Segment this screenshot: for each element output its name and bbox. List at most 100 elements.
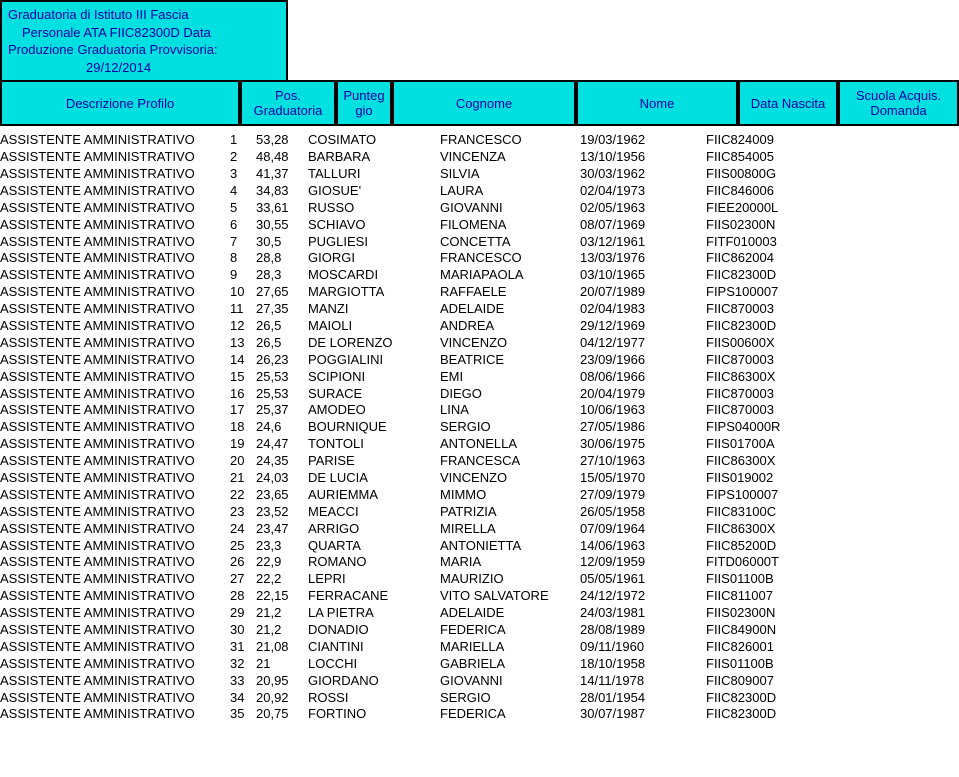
cell-punteggio: 24,35 bbox=[256, 453, 308, 470]
cell-pos: 17 bbox=[230, 402, 256, 419]
cell-punteggio: 53,28 bbox=[256, 132, 308, 149]
cell-profilo: ASSISTENTE AMMINISTRATIVO bbox=[0, 217, 230, 234]
cell-cognome: POGGIALINI bbox=[308, 352, 440, 369]
cell-nome: MARIA bbox=[440, 554, 580, 571]
cell-scuola: FIIC862004 bbox=[706, 250, 826, 267]
cell-pos: 7 bbox=[230, 234, 256, 251]
cell-cognome: TONTOLI bbox=[308, 436, 440, 453]
cell-profilo: ASSISTENTE AMMINISTRATIVO bbox=[0, 690, 230, 707]
cell-nome: GIOVANNI bbox=[440, 200, 580, 217]
table-row: ASSISTENTE AMMINISTRATIVO3021,2DONADIOFE… bbox=[0, 622, 959, 639]
cell-punteggio: 24,03 bbox=[256, 470, 308, 487]
cell-punteggio: 21,2 bbox=[256, 605, 308, 622]
cell-scuola: FIIC82300D bbox=[706, 267, 826, 284]
table-row: ASSISTENTE AMMINISTRATIVO1824,6BOURNIQUE… bbox=[0, 419, 959, 436]
cell-scuola: FIIC86300X bbox=[706, 453, 826, 470]
cell-profilo: ASSISTENTE AMMINISTRATIVO bbox=[0, 639, 230, 656]
cell-profilo: ASSISTENTE AMMINISTRATIVO bbox=[0, 234, 230, 251]
cell-profilo: ASSISTENTE AMMINISTRATIVO bbox=[0, 656, 230, 673]
cell-cognome: ROMANO bbox=[308, 554, 440, 571]
cell-punteggio: 27,35 bbox=[256, 301, 308, 318]
cell-data: 13/10/1956 bbox=[580, 149, 706, 166]
cell-pos: 15 bbox=[230, 369, 256, 386]
cell-nome: FRANCESCO bbox=[440, 250, 580, 267]
cell-data: 13/03/1976 bbox=[580, 250, 706, 267]
cell-profilo: ASSISTENTE AMMINISTRATIVO bbox=[0, 706, 230, 723]
table-row: ASSISTENTE AMMINISTRATIVO1226,5MAIOLIAND… bbox=[0, 318, 959, 335]
cell-data: 30/06/1975 bbox=[580, 436, 706, 453]
cell-scuola: FIIC854005 bbox=[706, 149, 826, 166]
cell-punteggio: 22,15 bbox=[256, 588, 308, 605]
cell-profilo: ASSISTENTE AMMINISTRATIVO bbox=[0, 132, 230, 149]
cell-cognome: BARBARA bbox=[308, 149, 440, 166]
cell-cognome: SCIPIONI bbox=[308, 369, 440, 386]
col-cognome: Cognome bbox=[392, 80, 576, 126]
cell-data: 15/05/1970 bbox=[580, 470, 706, 487]
cell-punteggio: 23,47 bbox=[256, 521, 308, 538]
table-row: ASSISTENTE AMMINISTRATIVO2921,2LA PIETRA… bbox=[0, 605, 959, 622]
cell-data: 14/06/1963 bbox=[580, 538, 706, 555]
cell-data: 26/05/1958 bbox=[580, 504, 706, 521]
cell-cognome: GIOSUE' bbox=[308, 183, 440, 200]
cell-data: 30/07/1987 bbox=[580, 706, 706, 723]
cell-cognome: GIORDANO bbox=[308, 673, 440, 690]
cell-profilo: ASSISTENTE AMMINISTRATIVO bbox=[0, 267, 230, 284]
cell-scuola: FIIS02300N bbox=[706, 217, 826, 234]
table-row: ASSISTENTE AMMINISTRATIVO3320,95GIORDANO… bbox=[0, 673, 959, 690]
cell-nome: SERGIO bbox=[440, 419, 580, 436]
table-row: ASSISTENTE AMMINISTRATIVO2124,03DE LUCIA… bbox=[0, 470, 959, 487]
cell-profilo: ASSISTENTE AMMINISTRATIVO bbox=[0, 402, 230, 419]
cell-cognome: RUSSO bbox=[308, 200, 440, 217]
cell-cognome: LEPRI bbox=[308, 571, 440, 588]
cell-profilo: ASSISTENTE AMMINISTRATIVO bbox=[0, 250, 230, 267]
cell-cognome: QUARTA bbox=[308, 538, 440, 555]
table-row: ASSISTENTE AMMINISTRATIVO1525,53SCIPIONI… bbox=[0, 369, 959, 386]
cell-cognome: MANZI bbox=[308, 301, 440, 318]
cell-nome: FEDERICA bbox=[440, 706, 580, 723]
cell-nome: VINCENZA bbox=[440, 149, 580, 166]
cell-pos: 12 bbox=[230, 318, 256, 335]
cell-profilo: ASSISTENTE AMMINISTRATIVO bbox=[0, 470, 230, 487]
data-table: ASSISTENTE AMMINISTRATIVO153,28COSIMATOF… bbox=[0, 126, 959, 723]
cell-data: 19/03/1962 bbox=[580, 132, 706, 149]
table-row: ASSISTENTE AMMINISTRATIVO3121,08CIANTINI… bbox=[0, 639, 959, 656]
cell-scuola: FIIC846006 bbox=[706, 183, 826, 200]
cell-data: 02/04/1983 bbox=[580, 301, 706, 318]
cell-punteggio: 23,52 bbox=[256, 504, 308, 521]
cell-pos: 9 bbox=[230, 267, 256, 284]
cell-pos: 4 bbox=[230, 183, 256, 200]
document-header: Graduatoria di Istituto III Fascia Perso… bbox=[0, 0, 288, 80]
cell-scuola: FIIC86300X bbox=[706, 521, 826, 538]
table-row: ASSISTENTE AMMINISTRATIVO928,3MOSCARDIMA… bbox=[0, 267, 959, 284]
cell-profilo: ASSISTENTE AMMINISTRATIVO bbox=[0, 166, 230, 183]
table-row: ASSISTENTE AMMINISTRATIVO3221LOCCHIGABRI… bbox=[0, 656, 959, 673]
table-row: ASSISTENTE AMMINISTRATIVO2423,47ARRIGOMI… bbox=[0, 521, 959, 538]
cell-data: 03/12/1961 bbox=[580, 234, 706, 251]
cell-cognome: AURIEMMA bbox=[308, 487, 440, 504]
cell-profilo: ASSISTENTE AMMINISTRATIVO bbox=[0, 284, 230, 301]
cell-cognome: MAIOLI bbox=[308, 318, 440, 335]
cell-nome: ADELAIDE bbox=[440, 605, 580, 622]
table-row: ASSISTENTE AMMINISTRATIVO1426,23POGGIALI… bbox=[0, 352, 959, 369]
cell-cognome: FERRACANE bbox=[308, 588, 440, 605]
cell-pos: 8 bbox=[230, 250, 256, 267]
cell-data: 08/06/1966 bbox=[580, 369, 706, 386]
cell-profilo: ASSISTENTE AMMINISTRATIVO bbox=[0, 588, 230, 605]
table-row: ASSISTENTE AMMINISTRATIVO2523,3QUARTAANT… bbox=[0, 538, 959, 555]
cell-pos: 25 bbox=[230, 538, 256, 555]
cell-pos: 27 bbox=[230, 571, 256, 588]
cell-punteggio: 27,65 bbox=[256, 284, 308, 301]
cell-scuola: FIIS02300N bbox=[706, 605, 826, 622]
cell-scuola: FIIC86300X bbox=[706, 369, 826, 386]
cell-cognome: MARGIOTTA bbox=[308, 284, 440, 301]
cell-punteggio: 28,8 bbox=[256, 250, 308, 267]
cell-pos: 20 bbox=[230, 453, 256, 470]
cell-profilo: ASSISTENTE AMMINISTRATIVO bbox=[0, 183, 230, 200]
cell-punteggio: 34,83 bbox=[256, 183, 308, 200]
col-pos: Pos. Graduatoria bbox=[240, 80, 336, 126]
cell-scuola: FIIS01100B bbox=[706, 656, 826, 673]
cell-punteggio: 20,75 bbox=[256, 706, 308, 723]
cell-scuola: FIIC809007 bbox=[706, 673, 826, 690]
cell-pos: 30 bbox=[230, 622, 256, 639]
cell-punteggio: 21,2 bbox=[256, 622, 308, 639]
